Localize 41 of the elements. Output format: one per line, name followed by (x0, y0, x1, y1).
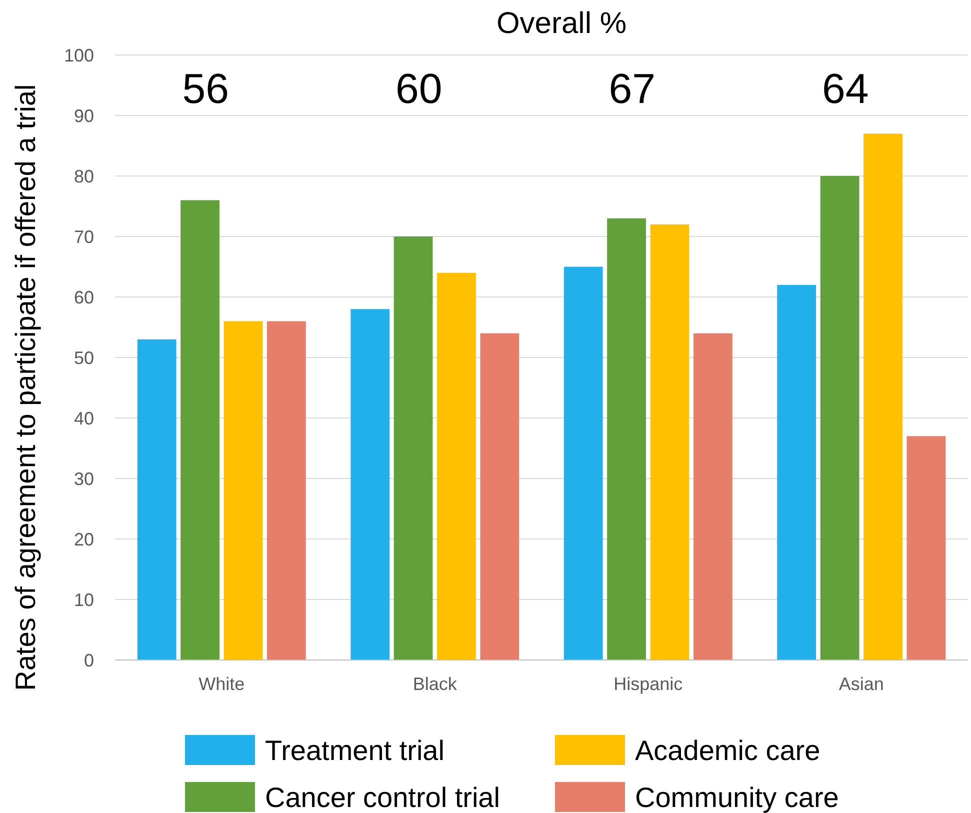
bar (777, 284, 816, 660)
y-tick-label: 50 (74, 348, 94, 368)
y-tick-label: 90 (74, 106, 94, 126)
x-tick-label: Black (412, 674, 458, 694)
y-tick-label: 40 (74, 408, 94, 428)
legend-label: Treatment trial (265, 734, 444, 766)
annotation: 56 (182, 65, 229, 112)
bar (864, 134, 902, 660)
bar (820, 176, 860, 660)
bar (607, 218, 646, 660)
bar (266, 321, 306, 660)
y-tick-label: 100 (64, 45, 94, 66)
chart-subtitle: Overall % (496, 7, 627, 40)
annotation: 67 (608, 65, 656, 112)
bar (650, 224, 690, 660)
x-tick-label: White (198, 674, 245, 694)
bar (180, 200, 220, 660)
annotation: 60 (396, 65, 442, 112)
bar (394, 236, 433, 660)
x-tick-label: Asian (838, 674, 884, 694)
legend-label: Community care (635, 782, 839, 813)
y-tick-label: 10 (74, 590, 94, 610)
legend-label: Academic care (635, 734, 820, 766)
y-tick-label: 80 (74, 166, 94, 186)
y-tick-label: 0 (84, 650, 94, 670)
bar (350, 309, 390, 660)
y-tick-label: 30 (74, 468, 94, 489)
x-tick-label: Hispanic (614, 674, 683, 694)
annotation: 64 (822, 65, 869, 112)
y-axis-title: Rates of agreement to participate if offered a trial (10, 84, 41, 691)
bar (224, 321, 263, 660)
bar (437, 272, 476, 660)
bar (480, 333, 520, 660)
bar (137, 339, 176, 660)
legend-label: Cancer control trial (265, 782, 500, 813)
y-tick-label: 70 (74, 226, 94, 247)
y-tick-label: 60 (74, 287, 94, 308)
bar (564, 266, 603, 660)
y-tick-label: 20 (74, 529, 94, 550)
bar (906, 436, 946, 660)
bar (693, 333, 732, 660)
